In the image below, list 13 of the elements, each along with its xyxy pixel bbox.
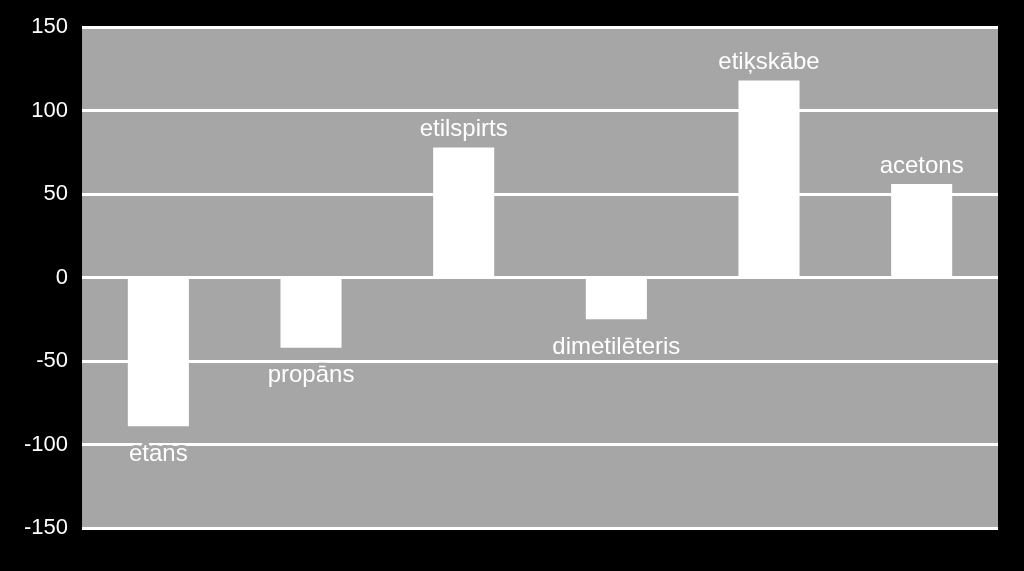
y-tick-label: 0 — [55, 263, 69, 289]
y-tick-label: -50 — [36, 347, 69, 373]
y-tick-label: 100 — [31, 96, 69, 122]
x-tick-label: acetons — [879, 150, 964, 178]
x-tick-label: propāns — [267, 360, 355, 388]
x-tick-label: etans — [129, 438, 188, 466]
x-tick-label: dimetilēteris — [552, 331, 681, 359]
x-tick-label: etilspirts — [419, 114, 508, 142]
y-tick-label: -100 — [23, 430, 69, 456]
y-tick-label: 150 — [31, 13, 69, 39]
y-tick-label: 50 — [43, 180, 69, 206]
x-tick-label: etiķskābe — [718, 47, 820, 75]
y-tick-label: -150 — [23, 514, 69, 540]
